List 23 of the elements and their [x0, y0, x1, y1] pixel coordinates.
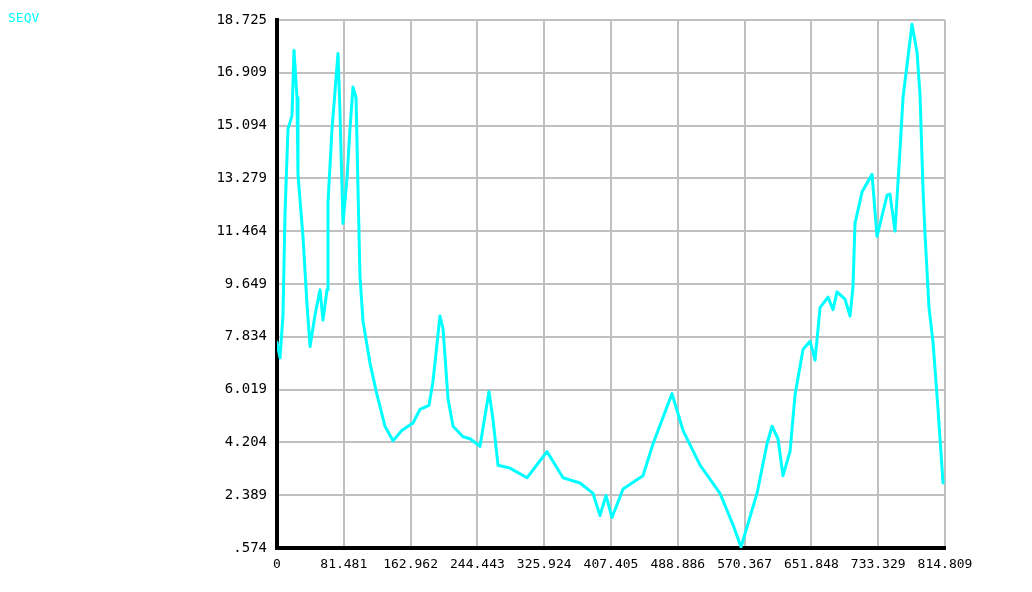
y-tick-label: 13.279: [216, 169, 267, 186]
x-tick-label: 81.481: [320, 555, 368, 571]
x-tick-label: 244.443: [450, 555, 505, 571]
x-tick-label: 570.367: [717, 555, 772, 571]
y-tick-label: 4.204: [224, 433, 267, 450]
y-tick-label: 11.464: [216, 221, 267, 238]
y-tick-label: 15.094: [216, 116, 267, 133]
text: SEQV: [8, 9, 40, 25]
x-tick-label: 488.886: [650, 555, 706, 571]
x-tick-label: 0: [273, 555, 281, 571]
y-tick-label: .574: [233, 538, 267, 555]
x-tick-label: 733.329: [850, 555, 906, 571]
x-tick-label: 162.962: [383, 555, 438, 571]
x-tick-label: 814.809: [917, 555, 973, 571]
x-tick-label: 407.405: [583, 555, 639, 571]
y-tick-label: 7.834: [224, 327, 267, 344]
x-tick-label: 325.924: [516, 555, 572, 571]
y-tick-label: 2.389: [224, 485, 267, 502]
y-tick-label: 9.649: [224, 274, 267, 291]
y-tick-label: 16.909: [216, 63, 267, 80]
y-tick-label: 18.725: [216, 10, 267, 27]
x-tick-label: 651.848: [784, 555, 839, 571]
y-tick-label: 6.019: [224, 380, 267, 397]
